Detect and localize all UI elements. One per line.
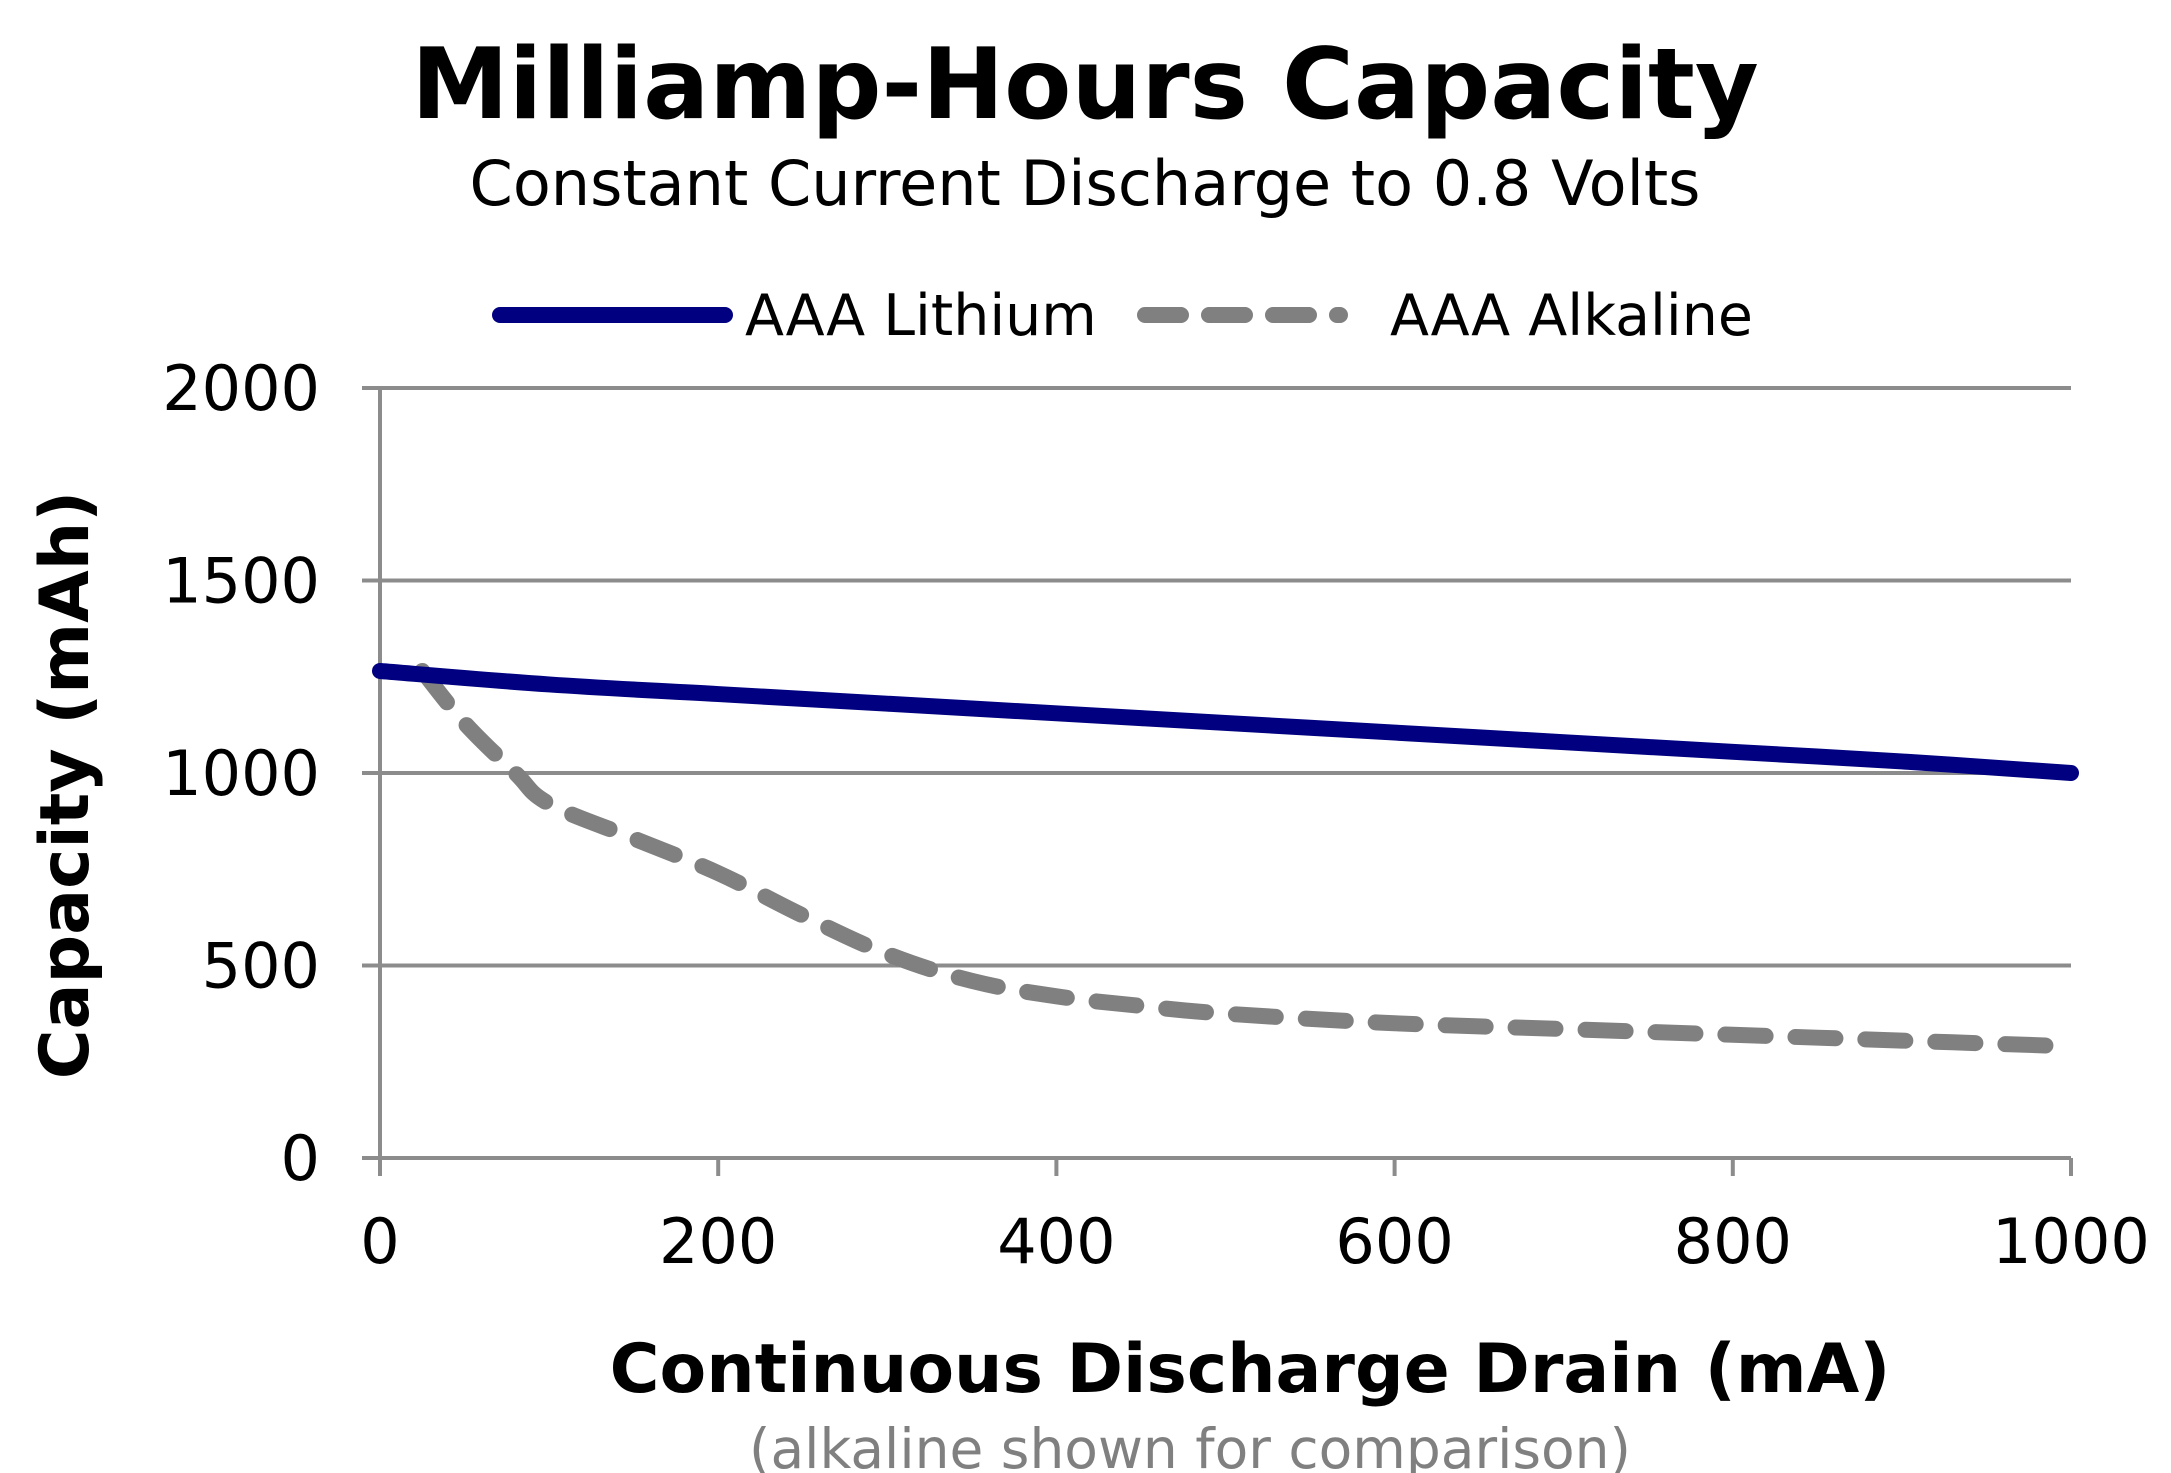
tick-labels: 0 500 1000 1500 2000 0 200 400 600 800 1000 — [162, 352, 2150, 1278]
chart-footnote: (alkaline shown for comparison) — [749, 1417, 1631, 1473]
grid — [362, 386, 2071, 968]
series-line-aaa-lithium — [372, 662, 2079, 781]
chart-title: Milliamp-Hours Capacity — [411, 28, 1759, 142]
x-tick-label: 1000 — [1992, 1205, 2150, 1278]
legend: AAA Lithium AAA Alkaline — [492, 283, 1753, 349]
series-line-aaa-alkaline — [414, 662, 2079, 1055]
legend-label-lithium: AAA Lithium — [745, 283, 1097, 349]
x-tick-label: 0 — [360, 1205, 399, 1278]
x-tick-label: 200 — [659, 1205, 777, 1278]
x-axis-title: Continuous Discharge Drain (mA) — [610, 1330, 1891, 1409]
axes — [362, 388, 2073, 1176]
y-tick-label: 500 — [202, 930, 320, 1003]
x-tick-label: 800 — [1674, 1205, 1792, 1278]
y-tick-label: 1500 — [162, 545, 320, 618]
y-tick-label: 0 — [281, 1122, 320, 1195]
y-axis-title: Capacity (mAh) — [26, 491, 105, 1080]
legend-label-alkaline: AAA Alkaline — [1390, 283, 1753, 349]
y-tick-label: 2000 — [162, 352, 320, 425]
chart-subtitle: Constant Current Discharge to 0.8 Volts — [470, 147, 1701, 220]
x-tick-label: 400 — [997, 1205, 1115, 1278]
y-tick-label: 1000 — [162, 737, 320, 810]
series-layer — [372, 662, 2079, 1055]
x-tick-label: 600 — [1335, 1205, 1453, 1278]
